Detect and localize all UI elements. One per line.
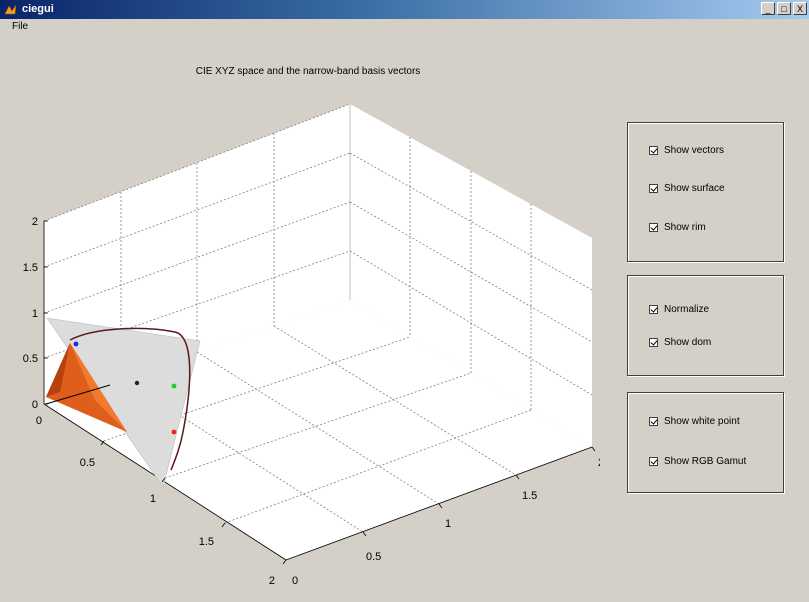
show-white-point-checkbox[interactable]: Show white point — [649, 414, 740, 428]
x-tick-label: 1 — [445, 518, 451, 530]
basis-vector — [45, 384, 111, 405]
z-tick-label: 0.5 — [23, 353, 38, 365]
menu-file[interactable]: File — [12, 21, 29, 32]
close-button[interactable]: X — [793, 2, 807, 15]
plot-3d-axes[interactable]: 2 1.5 1 0.5 0 0 0.5 1 1.5 2 0 0.5 1 1.5 … — [0, 80, 600, 602]
show-rim-checkbox[interactable]: Show rim — [649, 220, 706, 234]
z-tick-label: 1 — [32, 308, 38, 320]
checkbox-label: Show white point — [664, 415, 740, 427]
vectors-panel: Show vectors Show surface Show rim — [627, 122, 784, 262]
show-vectors-checkbox[interactable]: Show vectors — [649, 143, 724, 157]
normalize-checkbox[interactable]: Normalize — [649, 302, 709, 316]
blue-point — [73, 341, 79, 347]
menu-bar: File — [0, 19, 809, 37]
minimize-button[interactable]: _ — [761, 2, 775, 15]
x-tick-label: 2 — [598, 457, 600, 469]
z-tick-label: 2 — [32, 216, 38, 228]
x-tick-label: 1.5 — [522, 490, 537, 502]
checkbox-box[interactable] — [649, 183, 658, 193]
y-tick-label: 0 — [36, 415, 42, 427]
rgb-gamut-face — [70, 343, 127, 432]
y-tick-label: 1 — [150, 493, 156, 505]
maximize-button[interactable]: □ — [777, 2, 791, 15]
matlab-icon — [4, 4, 17, 15]
checkbox-label: Show dom — [664, 336, 712, 348]
red-point — [171, 429, 177, 435]
checkbox-label: Show rim — [664, 221, 706, 233]
checkbox-box[interactable] — [649, 456, 658, 466]
gamut-panel: Show white point Show RGB Gamut — [627, 392, 784, 493]
z-tick-label: 0 — [32, 399, 38, 411]
spectral-rim — [69, 327, 191, 471]
z-tick-label: 1.5 — [23, 262, 38, 274]
y-tick-label: 2 — [269, 575, 275, 587]
checkbox-label: Show RGB Gamut — [664, 455, 747, 467]
title-bar: ciegui _ □ X — [0, 0, 809, 19]
plot-title: CIE XYZ space and the narrow-band basis … — [195, 66, 421, 77]
show-rgb-gamut-checkbox[interactable]: Show RGB Gamut — [649, 454, 746, 468]
grid-lines — [43, 103, 593, 533]
checkbox-box[interactable] — [649, 222, 658, 232]
normalize-panel: Normalize Show dom — [627, 275, 784, 376]
checkbox-label: Show surface — [664, 182, 725, 194]
tick-marks — [44, 220, 596, 565]
checkbox-label: Normalize — [664, 303, 710, 315]
rgb-gamut-edge — [46, 343, 70, 397]
white-point — [134, 380, 140, 386]
checkbox-box[interactable] — [649, 416, 658, 426]
axis-box — [43, 104, 593, 561]
show-surface-checkbox[interactable]: Show surface — [649, 181, 725, 195]
x-tick-label: 0 — [292, 575, 298, 587]
y-tick-label: 0.5 — [80, 457, 95, 469]
x-tick-label: 0.5 — [366, 551, 381, 563]
checkbox-box[interactable] — [649, 337, 658, 347]
show-dom-checkbox[interactable]: Show dom — [649, 335, 711, 349]
window-title: ciegui — [22, 3, 54, 15]
checkbox-box[interactable] — [649, 145, 658, 155]
checkbox-label: Show vectors — [664, 144, 725, 156]
y-tick-label: 1.5 — [199, 536, 214, 548]
checkbox-box[interactable] — [649, 304, 658, 314]
green-point — [171, 383, 177, 389]
